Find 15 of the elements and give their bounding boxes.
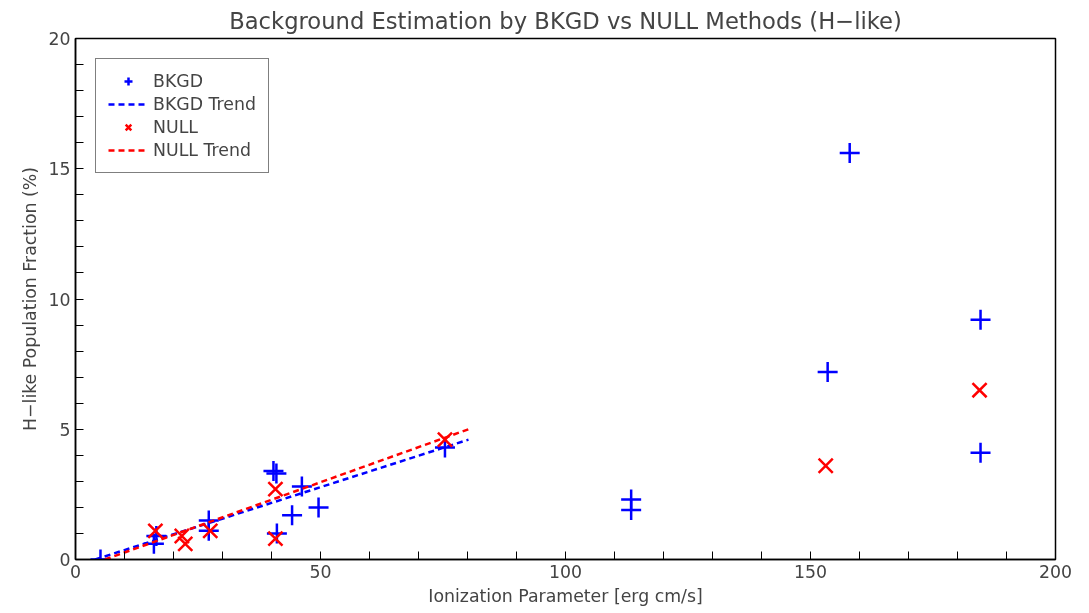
x-axis-title: Ionization Parameter [erg cm/s]: [428, 585, 703, 606]
y-tick-label: 5: [59, 419, 71, 440]
y-tick-label: 10: [48, 289, 71, 310]
legend-label: BKGD: [153, 71, 204, 91]
y-tick-label: 20: [48, 29, 71, 49]
chart-title: Background Estimation by BKGD vs NULL Methods (H−like): [229, 7, 902, 34]
x-tick-label: 100: [548, 561, 583, 582]
y-axis-title: H−like Population Fraction (%): [20, 167, 41, 431]
x-tick-label: 200: [1038, 561, 1073, 582]
y-tick-label: 15: [48, 159, 71, 180]
x-tick-label: 150: [793, 561, 828, 582]
x-tick-label: 50: [309, 561, 332, 582]
legend-label: NULL Trend: [153, 140, 251, 160]
legend-label: BKGD Trend: [153, 94, 256, 114]
legend-label: NULL: [153, 117, 198, 137]
